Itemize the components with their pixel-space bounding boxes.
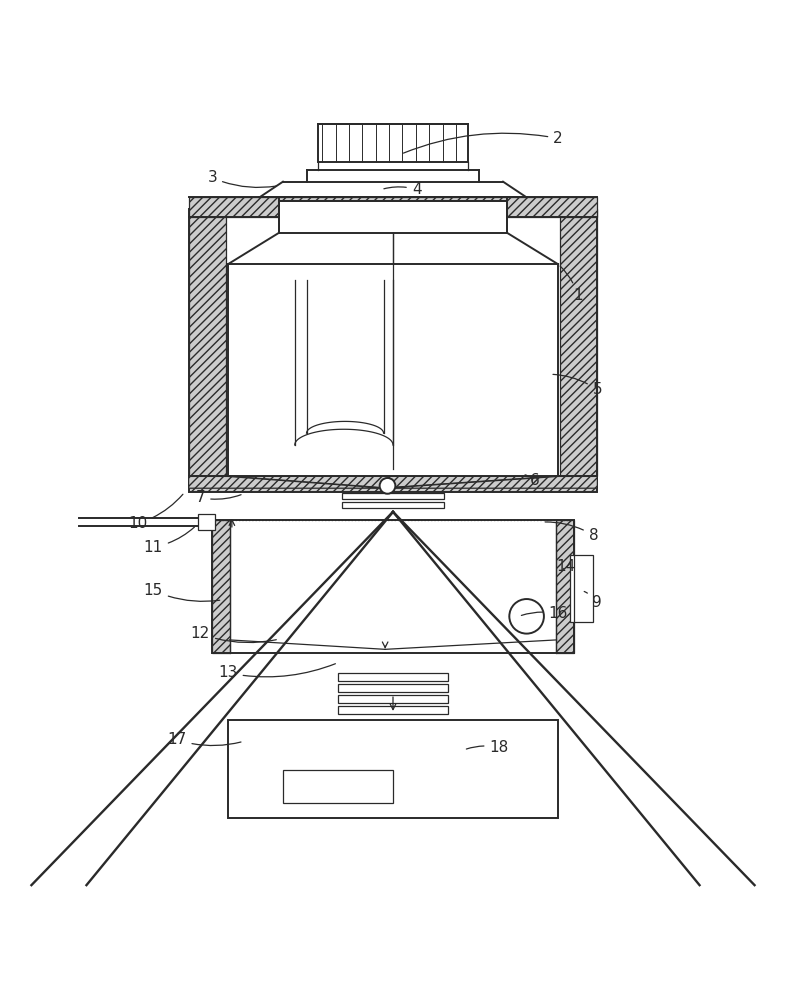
- Text: 6: 6: [525, 473, 539, 488]
- Bar: [338, 673, 448, 681]
- Text: 18: 18: [466, 740, 509, 755]
- Text: 11: 11: [144, 527, 194, 555]
- Text: 7: 7: [196, 490, 241, 505]
- Bar: [212, 520, 230, 653]
- Bar: [342, 484, 444, 491]
- Text: 2: 2: [403, 131, 563, 153]
- Bar: [228, 720, 558, 818]
- Bar: [342, 502, 444, 508]
- Bar: [342, 493, 444, 499]
- Polygon shape: [385, 476, 597, 488]
- Circle shape: [509, 599, 544, 634]
- Text: 10: 10: [128, 494, 183, 531]
- Bar: [212, 520, 574, 653]
- Bar: [189, 197, 597, 217]
- Bar: [556, 520, 574, 653]
- Bar: [189, 476, 597, 492]
- Bar: [318, 124, 468, 162]
- Polygon shape: [189, 476, 385, 488]
- Text: 8: 8: [545, 522, 598, 543]
- Text: 3: 3: [208, 170, 277, 187]
- Text: 4: 4: [384, 182, 421, 197]
- Text: 17: 17: [167, 732, 241, 747]
- Text: 14: 14: [556, 559, 575, 574]
- Text: 1: 1: [560, 266, 582, 303]
- Bar: [279, 201, 507, 233]
- Text: 12: 12: [191, 626, 277, 643]
- Text: 13: 13: [219, 664, 336, 680]
- Text: 16: 16: [521, 606, 567, 621]
- Bar: [189, 209, 226, 476]
- Circle shape: [380, 478, 395, 494]
- Bar: [283, 770, 393, 803]
- Bar: [338, 695, 448, 703]
- Bar: [570, 555, 593, 622]
- Bar: [338, 684, 448, 692]
- Text: 5: 5: [553, 374, 602, 397]
- Bar: [560, 209, 597, 476]
- Text: 9: 9: [584, 591, 602, 610]
- Bar: [198, 514, 215, 530]
- Bar: [338, 706, 448, 714]
- Bar: [228, 264, 558, 476]
- Text: 15: 15: [144, 583, 220, 601]
